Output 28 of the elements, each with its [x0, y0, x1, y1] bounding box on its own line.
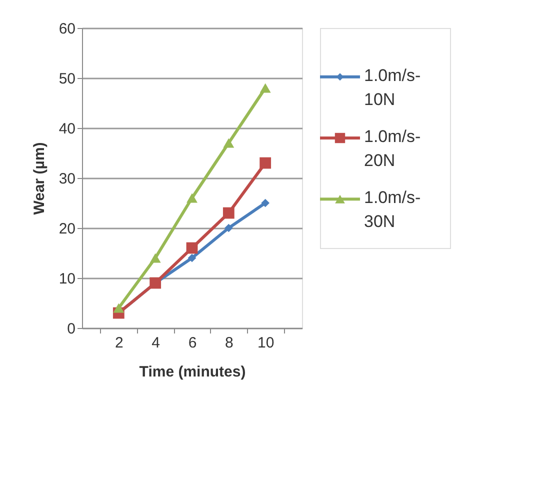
x-tick-label: 8 [224, 334, 234, 352]
y-tick-label: 30 [58, 170, 76, 188]
point [260, 157, 272, 169]
y-tick-label: 60 [58, 20, 76, 38]
x-tick-label: 6 [188, 334, 197, 352]
point [150, 253, 161, 263]
point [223, 138, 234, 148]
y-tick-label: 0 [67, 320, 76, 338]
x-tick-label: 4 [152, 334, 160, 352]
y-tick-label: 40 [58, 120, 76, 138]
legend-label: 1.0m/s-20N [364, 127, 421, 170]
point [224, 224, 233, 232]
x-axis-title: Time (minutes) [139, 364, 246, 380]
legend-label: 1.0m/s-30N [364, 188, 421, 232]
point [261, 198, 270, 208]
point [186, 193, 198, 203]
x-tick-label: 10 [257, 334, 274, 352]
point [113, 303, 124, 313]
point [260, 83, 271, 93]
y-tick-label: 20 [58, 220, 76, 238]
y-tick-label: 10 [58, 270, 76, 288]
y-tick-label: 50 [58, 70, 76, 88]
legend-label: 1.0m/s-10N [364, 66, 421, 109]
point [222, 207, 234, 219]
x-tick-label: 2 [114, 334, 124, 352]
point [186, 242, 198, 254]
y-axis-title: Wear (µm) [30, 142, 48, 215]
point [188, 254, 196, 262]
